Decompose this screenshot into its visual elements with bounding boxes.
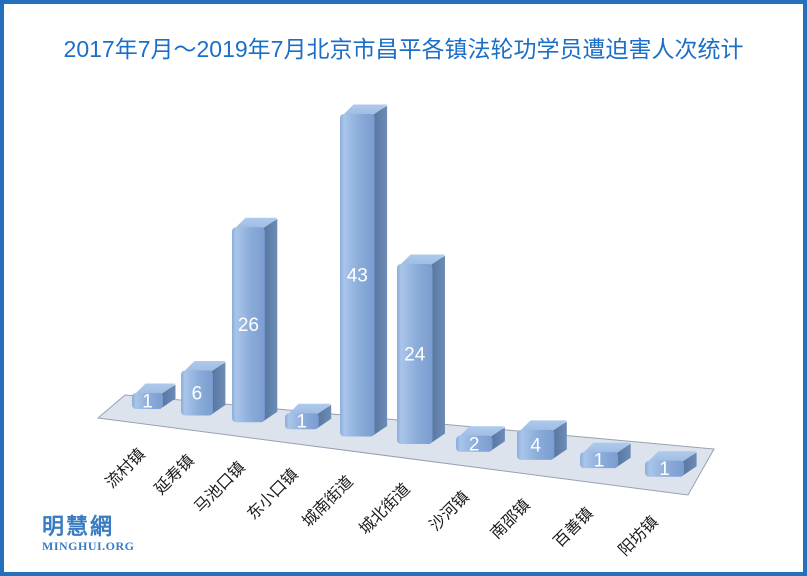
bar-front-face: [340, 113, 375, 437]
category-label: 延寿镇: [151, 452, 198, 499]
category-label: 沙河镇: [426, 488, 473, 535]
bar-front-face: [232, 227, 265, 423]
bar-value-label: 1: [297, 412, 308, 433]
bar-5: 43: [340, 104, 388, 437]
bar-side-face: [160, 384, 176, 409]
bar-8: 4: [517, 420, 567, 460]
bar-side-face: [681, 452, 697, 477]
bar-value-label: 1: [142, 392, 153, 413]
bar-4: 1: [285, 403, 332, 433]
bar-front-face: [580, 452, 619, 469]
category-label: 东小口镇: [244, 465, 302, 523]
bar-side-face: [429, 255, 445, 444]
bar-side-face: [371, 105, 388, 437]
minghui-watermark: 明慧網 MINGHUI.ORG: [42, 514, 135, 553]
bar-front-face: [456, 435, 493, 452]
bar-value-label: 6: [192, 383, 203, 404]
bar-side-face: [551, 421, 567, 460]
bar-front-face: [181, 370, 213, 416]
bar-side-face: [615, 443, 631, 469]
bar-3: 26: [232, 217, 278, 423]
bar-side-face: [209, 361, 226, 416]
bar-side-face: [489, 427, 505, 452]
bar-2: 6: [181, 360, 226, 416]
bar-value-label: 4: [530, 435, 541, 456]
bar-value-label: 43: [347, 266, 368, 287]
bar-value-label: 1: [594, 451, 605, 472]
category-label: 城北街道: [356, 480, 414, 538]
bar-front-face: [645, 460, 685, 477]
bar-value-label: 26: [238, 315, 259, 336]
category-label: 流村镇: [102, 445, 149, 492]
minghui-logo-latin: MINGHUI.ORG: [42, 539, 135, 553]
bar-value-label: 24: [404, 344, 426, 365]
bar-7: 2: [456, 426, 505, 455]
bar-6: 24: [397, 254, 445, 444]
category-label: 马池口镇: [191, 458, 249, 516]
chart-title: 2017年7月～2019年7月北京市昌平各镇法轮功学员遭迫害人次统计: [63, 36, 744, 62]
bar-front-face: [397, 263, 433, 444]
bar-1: 1: [132, 383, 176, 413]
bar-chart-canvas: 1 流村镇 6 延寿镇 26 马池口镇 1 东小口镇 43 城南街道 24 城北街道 2 沙河镇 4 南邵镇 1…: [96, 104, 715, 560]
bar-9: 1: [580, 442, 631, 472]
bar-top-face: [646, 451, 697, 464]
category-label: 百善镇: [550, 504, 597, 551]
bar-front-face: [517, 429, 555, 460]
bar-10: 1: [645, 451, 697, 480]
category-label: 城南街道: [299, 473, 357, 531]
bar-value-label: 1: [659, 459, 670, 480]
category-label: 阳坊镇: [615, 513, 662, 560]
minghui-logo-cjk: 明慧網: [42, 514, 115, 539]
bar-front-face: [285, 413, 319, 430]
bar-top-face: [581, 442, 631, 456]
bar-side-face: [315, 404, 332, 430]
bar-side-face: [261, 218, 278, 423]
bar-front-face: [132, 393, 163, 409]
category-label: 南邵镇: [487, 496, 534, 543]
bar-value-label: 2: [469, 434, 480, 455]
